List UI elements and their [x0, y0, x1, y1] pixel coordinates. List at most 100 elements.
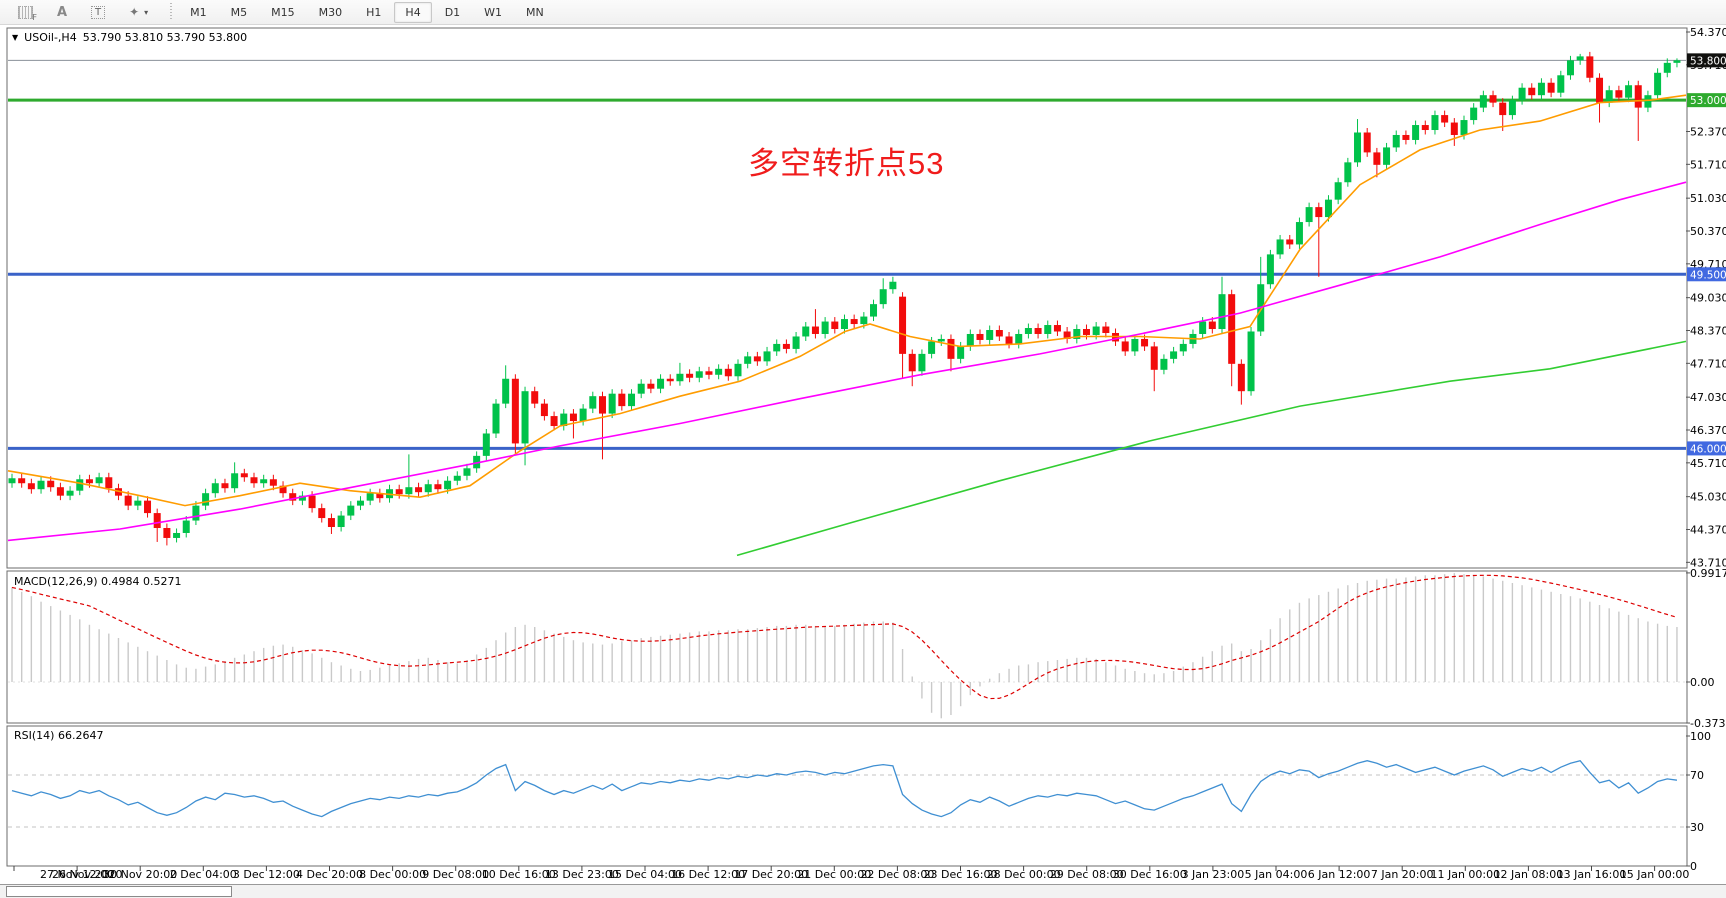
svg-text:7 Jan 20:00: 7 Jan 20:00 — [1371, 868, 1434, 881]
svg-text:26 Nov 2020: 26 Nov 2020 — [52, 868, 122, 881]
svg-text:53.000: 53.000 — [1690, 95, 1726, 107]
svg-text:0: 0 — [1690, 860, 1697, 873]
svg-text:47.710: 47.710 — [1690, 357, 1726, 370]
svg-text:4 Dec 20:00: 4 Dec 20:00 — [296, 868, 363, 881]
text-t-icon: T — [91, 5, 106, 19]
svg-text:51.030: 51.030 — [1690, 192, 1726, 205]
timeframe-button-h1[interactable]: H1 — [366, 5, 382, 19]
svg-text:8 Dec 00:00: 8 Dec 00:00 — [359, 868, 426, 881]
price-badge-53.800: 53.800 — [1687, 53, 1726, 68]
rsi-line — [11, 759, 1678, 818]
timeframe-button-mn[interactable]: MN — [526, 5, 544, 19]
svg-text:49.030: 49.030 — [1690, 292, 1726, 305]
fibonacci-grid-tool-button[interactable]: F — [8, 2, 43, 22]
price-badge-53.000: 53.000 — [1687, 93, 1726, 108]
svg-text:100: 100 — [1690, 730, 1711, 743]
svg-text:22 Dec 08:00: 22 Dec 08:00 — [860, 868, 934, 881]
svg-text:10 Dec 16:00: 10 Dec 16:00 — [482, 868, 556, 881]
svg-text:45.030: 45.030 — [1690, 491, 1726, 504]
macd-signal-line — [11, 574, 1678, 700]
grid-f-icon: F — [18, 5, 37, 22]
timeframe-button-m5[interactable]: M5 — [230, 5, 248, 19]
svg-text:30 Dec 16:00: 30 Dec 16:00 — [1113, 868, 1187, 881]
horizontal-lines[interactable] — [8, 59, 1686, 450]
svg-text:52.370: 52.370 — [1690, 126, 1726, 139]
timeframe-button-w1[interactable]: W1 — [484, 5, 503, 19]
svg-text:49.500: 49.500 — [1690, 269, 1726, 281]
svg-text:0.00: 0.00 — [1690, 676, 1715, 689]
macd-panel — [8, 573, 1686, 719]
chart-text-annotation[interactable]: 多空转折点53 — [748, 146, 945, 181]
svg-text:12 Jan 08:00: 12 Jan 08:00 — [1494, 868, 1564, 881]
svg-text:53.800: 53.800 — [1690, 55, 1726, 67]
label-a-icon: A — [57, 4, 68, 20]
arrows-tool-button[interactable]: ✦ ▾ — [119, 2, 158, 22]
svg-text:46.370: 46.370 — [1690, 424, 1726, 437]
svg-text:47.030: 47.030 — [1690, 391, 1726, 404]
toolbar: F A T ✦ ▾ M1 M5 M15 M30 H1 H4 D1 W1 MN — [0, 0, 1726, 25]
ma-mid-line[interactable] — [7, 181, 1687, 542]
svg-text:50.370: 50.370 — [1690, 225, 1726, 238]
chart-canvas[interactable]: 54.37053.71052.37051.71051.03050.37049.7… — [0, 26, 1726, 898]
symbol-label: USOil-,H4 — [24, 31, 77, 44]
svg-text:45.710: 45.710 — [1690, 457, 1726, 470]
svg-text:16 Dec 12:00: 16 Dec 12:00 — [671, 868, 745, 881]
macd-indicator-label: MACD(12,26,9) 0.4984 0.5271 — [14, 575, 182, 588]
svg-text:-0.373: -0.373 — [1690, 717, 1725, 730]
ma-slow-line[interactable] — [736, 340, 1687, 557]
timeframe-group: M1 M5 M15 M30 H1 H4 D1 W1 MN — [178, 0, 556, 25]
svg-text:29 Dec 08:00: 29 Dec 08:00 — [1050, 868, 1124, 881]
svg-text:3 Dec 12:00: 3 Dec 12:00 — [233, 868, 300, 881]
candles-layer[interactable] — [8, 51, 1681, 546]
chevron-down-icon[interactable]: ▾ — [144, 7, 149, 17]
ma-fast-line[interactable] — [7, 94, 1687, 507]
price-badge-49.500: 49.500 — [1687, 267, 1726, 282]
svg-text:30: 30 — [1690, 821, 1704, 834]
svg-text:15 Dec 04:00: 15 Dec 04:00 — [608, 868, 682, 881]
svg-text:13 Jan 16:00: 13 Jan 16:00 — [1557, 868, 1627, 881]
svg-text:0.9917: 0.9917 — [1690, 567, 1726, 580]
timeframe-button-m30[interactable]: M30 — [318, 5, 343, 19]
collapse-triangle-icon[interactable]: ▼ — [12, 33, 19, 42]
text-tool-button[interactable]: T — [81, 2, 115, 22]
svg-text:28 Dec 00:00: 28 Dec 00:00 — [987, 868, 1061, 881]
svg-text:27 Nov 12:00: 27 Nov 12:00 — [40, 868, 114, 881]
timeframe-button-h4[interactable]: H4 — [394, 1, 432, 23]
svg-text:3 Jan 23:00: 3 Jan 23:00 — [1182, 868, 1245, 881]
timeframe-button-m1[interactable]: M1 — [190, 5, 207, 19]
svg-text:46.000: 46.000 — [1690, 443, 1726, 455]
svg-text:21 Dec 00:00: 21 Dec 00:00 — [797, 868, 871, 881]
svg-text:15 Jan 00:00: 15 Jan 00:00 — [1620, 868, 1690, 881]
svg-text:30 Nov 20:00: 30 Nov 20:00 — [103, 868, 177, 881]
rsi-panel — [8, 759, 1686, 828]
ohlc-values: 53.790 53.810 53.790 53.800 — [82, 31, 248, 44]
chart-area[interactable]: 54.37053.71052.37051.71051.03050.37049.7… — [0, 26, 1726, 898]
svg-text:44.370: 44.370 — [1690, 524, 1726, 537]
scrollbar-thumb[interactable] — [6, 886, 232, 897]
text-label-tool-button[interactable]: A — [47, 2, 77, 22]
timeframe-button-d1[interactable]: D1 — [444, 5, 461, 19]
arrows-icon: ✦ — [129, 5, 141, 19]
svg-text:70: 70 — [1690, 769, 1704, 782]
rsi-indicator-label: RSI(14) 66.2647 — [14, 729, 104, 742]
svg-text:11 Jan 00:00: 11 Jan 00:00 — [1430, 868, 1500, 881]
svg-text:43.710: 43.710 — [1690, 556, 1726, 569]
toolbar-separator — [170, 3, 173, 21]
chart-title: ▼ USOil-,H4 53.790 53.810 53.790 53.800 — [12, 31, 247, 44]
timeframe-button-m15[interactable]: M15 — [271, 5, 295, 19]
svg-text:51.710: 51.710 — [1690, 158, 1726, 171]
price-axis[interactable]: 54.37053.71052.37051.71051.03050.37049.7… — [1686, 26, 1726, 873]
svg-text:54.370: 54.370 — [1690, 26, 1726, 39]
svg-text:5 Jan 04:00: 5 Jan 04:00 — [1245, 868, 1308, 881]
svg-text:17 Dec 20:00: 17 Dec 20:00 — [734, 868, 808, 881]
svg-text:6 Jan 12:00: 6 Jan 12:00 — [1308, 868, 1371, 881]
svg-text:9 Dec 08:00: 9 Dec 08:00 — [422, 868, 489, 881]
svg-text:48.370: 48.370 — [1690, 325, 1726, 338]
svg-text:2 Dec 04:00: 2 Dec 04:00 — [170, 868, 237, 881]
horizontal-scrollbar[interactable] — [0, 884, 1726, 898]
svg-text:13 Dec 23:00: 13 Dec 23:00 — [545, 868, 619, 881]
price-badge-46.000: 46.000 — [1687, 441, 1726, 456]
svg-text:23 Dec 16:00: 23 Dec 16:00 — [924, 868, 998, 881]
